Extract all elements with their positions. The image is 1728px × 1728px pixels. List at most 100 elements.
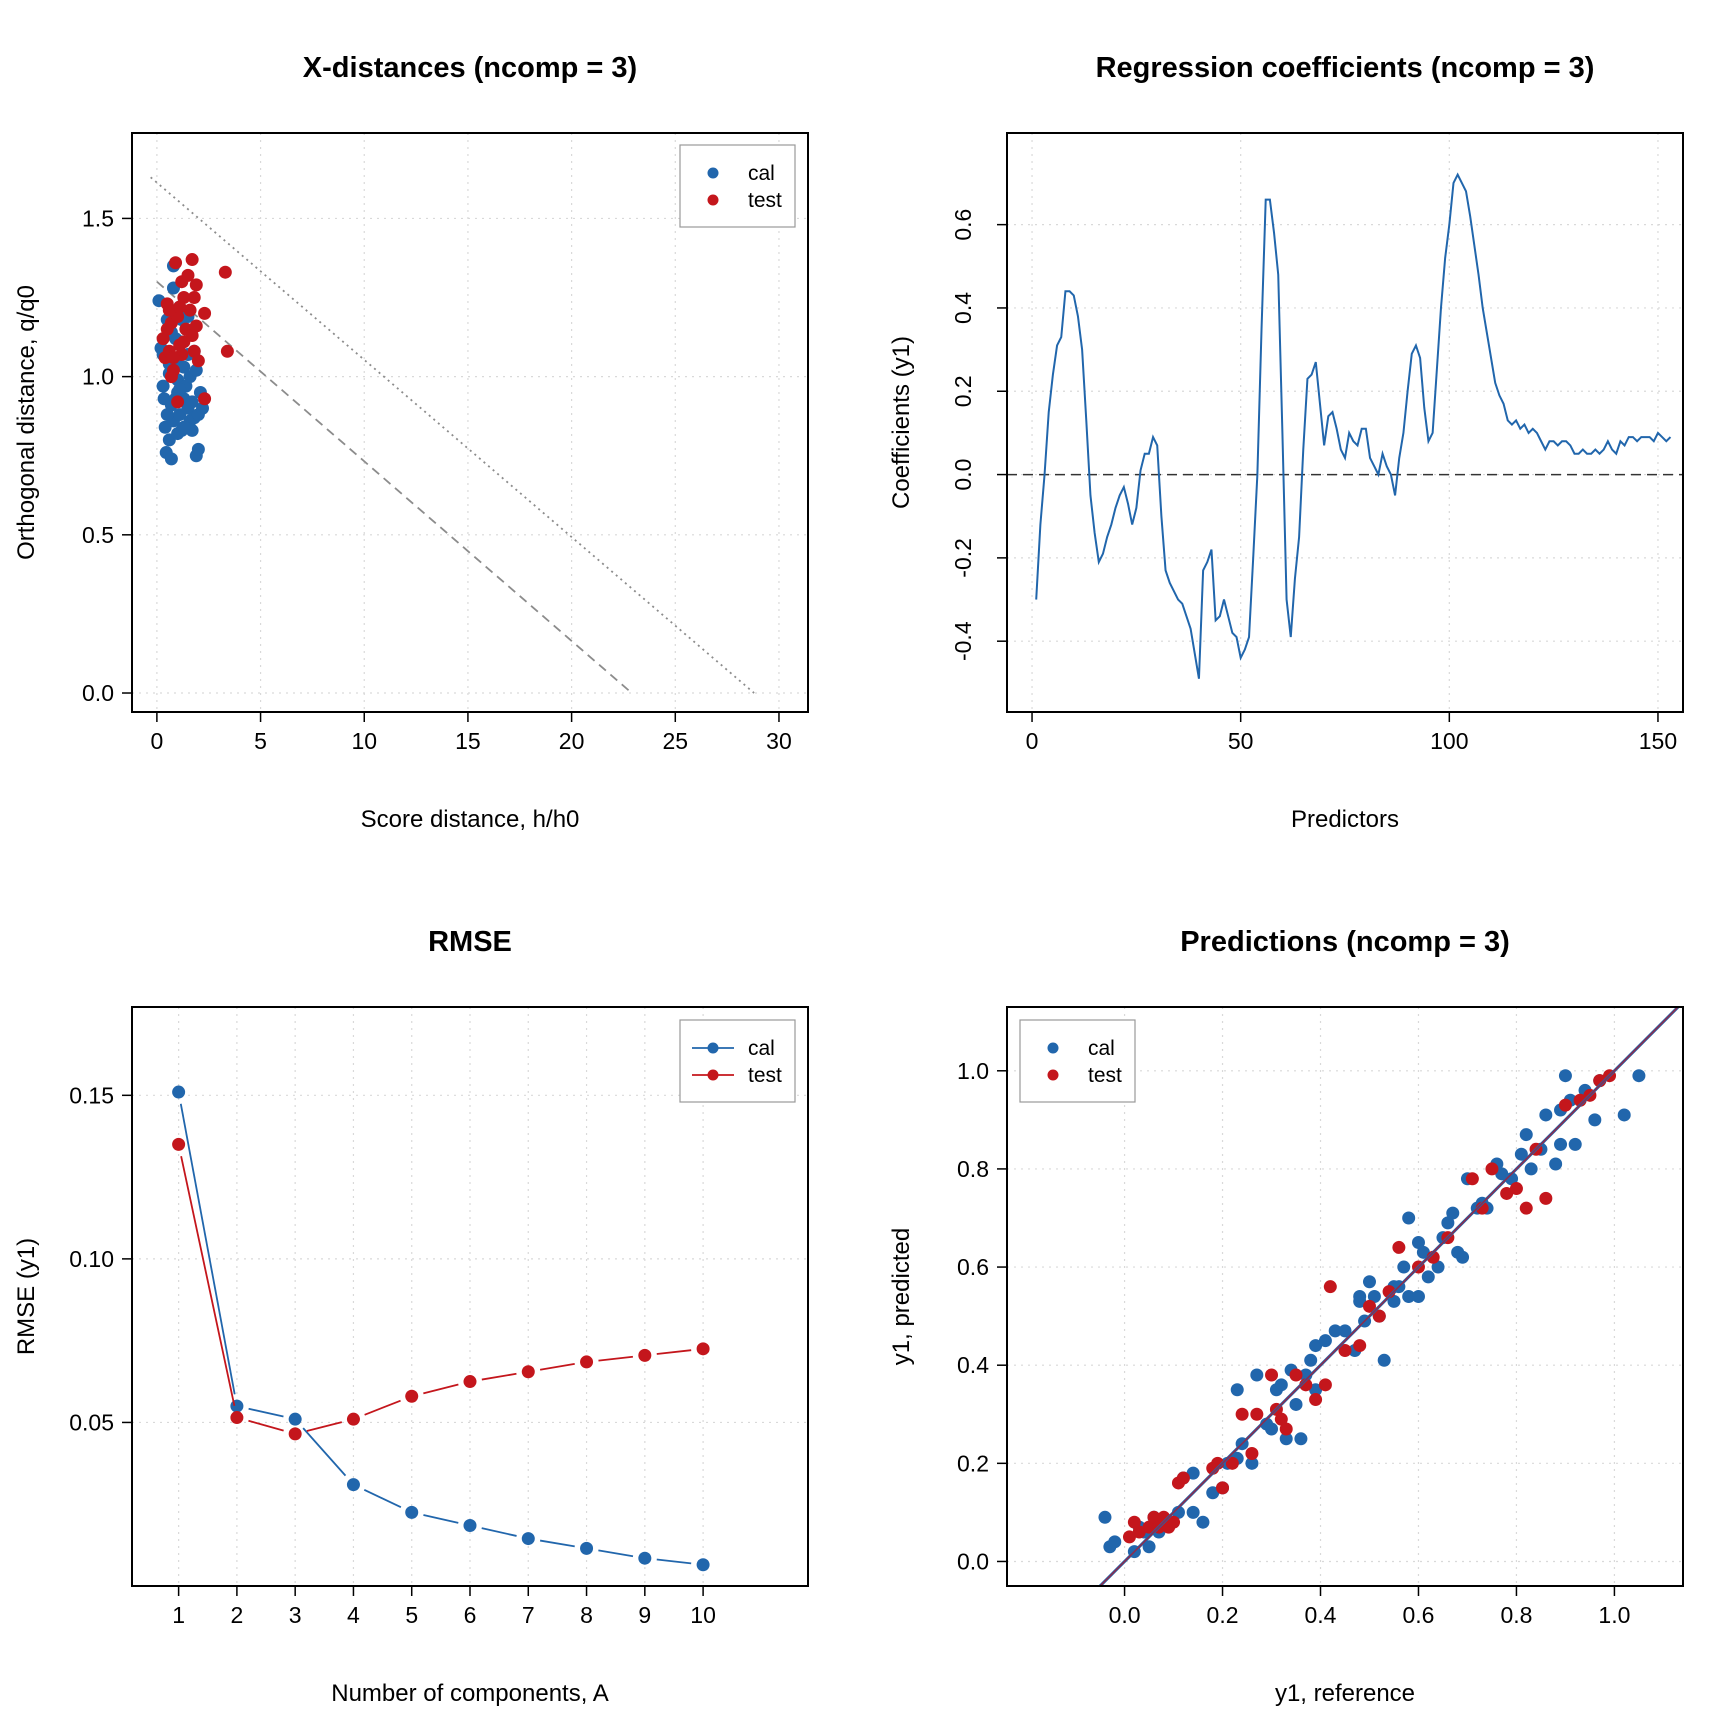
y-tick-label: -0.2 — [950, 538, 976, 578]
y-tick-label: 0.10 — [69, 1246, 114, 1272]
rmse-point-test — [638, 1348, 652, 1362]
y-tick-label: 0.4 — [957, 1352, 989, 1378]
y-tick-label: 0.6 — [957, 1254, 989, 1280]
point-test — [1147, 1510, 1161, 1524]
x-tick-label: 15 — [455, 728, 481, 754]
y-tick-label: 0.0 — [957, 1548, 989, 1574]
point-test — [1465, 1172, 1479, 1186]
point-test — [169, 256, 183, 270]
y-tick-label: -0.4 — [950, 621, 976, 661]
plot-frame — [131, 132, 809, 713]
x-tick-label: 0.8 — [1500, 1602, 1532, 1628]
point-test — [198, 306, 212, 320]
chart-title: X-distances (ncomp = 3) — [303, 52, 637, 84]
point-cal — [1108, 1535, 1122, 1549]
x-tick-label: 0.2 — [1207, 1602, 1239, 1628]
rmse-point-test — [346, 1412, 360, 1426]
point-test — [1485, 1162, 1499, 1176]
point-cal — [191, 442, 205, 456]
x-tick-label: 50 — [1228, 728, 1254, 754]
x-tick-label: 2 — [230, 1602, 243, 1628]
rmse-point-cal — [230, 1399, 244, 1413]
point-test — [189, 278, 203, 292]
point-cal — [164, 452, 178, 466]
point-test — [1539, 1191, 1553, 1205]
rmse-line-test — [656, 1349, 692, 1355]
x-tick-label: 10 — [690, 1602, 716, 1628]
x-tick-label: 1.0 — [1598, 1602, 1630, 1628]
rmse-line-cal — [481, 1527, 517, 1537]
point-cal — [1304, 1353, 1318, 1367]
legend-marker-cal — [707, 167, 719, 179]
chart-title: Regression coefficients (ncomp = 3) — [1096, 52, 1595, 84]
point-test — [1353, 1339, 1367, 1353]
y-axis-label: y1, predicted — [888, 1228, 915, 1365]
point-cal — [1289, 1397, 1303, 1411]
plot-frame — [1006, 1006, 1684, 1587]
y-tick-label: 0.5 — [82, 522, 114, 548]
rmse-line-cal — [539, 1539, 575, 1548]
limit-line-dashed — [156, 281, 633, 694]
rmse-point-cal — [346, 1478, 360, 1492]
point-test — [160, 322, 174, 336]
point-cal — [1196, 1515, 1210, 1529]
point-cal — [1387, 1294, 1401, 1308]
y-tick-label: 0.0 — [950, 459, 976, 491]
rmse-line-test — [539, 1363, 575, 1371]
y-tick-label: 0.6 — [950, 209, 976, 241]
y-tick-label: 0.2 — [957, 1450, 989, 1476]
legend-label-cal: cal — [1088, 1037, 1115, 1060]
limit-line-dotted — [150, 176, 755, 694]
rmse-line-test — [364, 1399, 401, 1416]
rmse-line-cal — [179, 1103, 236, 1395]
rmse-point-cal — [172, 1085, 186, 1099]
point-test — [220, 344, 234, 358]
x-tick-label: 5 — [405, 1602, 418, 1628]
y-tick-label: 0.05 — [69, 1409, 114, 1435]
x-tick-label: 150 — [1639, 728, 1677, 754]
x-tick-label: 0.6 — [1402, 1602, 1434, 1628]
rmse-line-test — [423, 1383, 459, 1395]
legend-marker-test — [707, 1069, 719, 1081]
point-test — [1289, 1368, 1303, 1382]
fit-line-test — [1098, 1007, 1680, 1586]
legend-box — [1019, 1019, 1136, 1103]
point-cal — [1539, 1108, 1553, 1122]
point-cal — [1245, 1456, 1259, 1470]
rmse-point-test — [463, 1375, 477, 1389]
point-cal — [1558, 1069, 1572, 1083]
legend-label-test: test — [748, 1064, 782, 1087]
x-tick-label: 6 — [464, 1602, 477, 1628]
rmse-point-cal — [463, 1518, 477, 1532]
point-test — [1558, 1098, 1572, 1112]
rmse-point-test — [230, 1411, 244, 1425]
y-tick-label: 1.0 — [957, 1058, 989, 1084]
rmse-point-test — [696, 1342, 710, 1356]
point-test — [1392, 1240, 1406, 1254]
point-cal — [1402, 1211, 1416, 1225]
point-test — [1274, 1412, 1288, 1426]
rmse-point-test — [580, 1355, 594, 1369]
x-tick-label: 4 — [347, 1602, 360, 1628]
point-cal — [1402, 1290, 1416, 1303]
x-tick-label: 30 — [766, 728, 792, 754]
rmse-point-cal — [288, 1412, 302, 1426]
x-tick-label: 0.4 — [1305, 1602, 1337, 1628]
coefficient-line — [1035, 172, 1672, 679]
rmse-line-cal — [423, 1514, 459, 1524]
point-test — [1338, 1343, 1352, 1357]
x-tick-label: 0 — [1026, 728, 1039, 754]
point-test — [1250, 1407, 1264, 1421]
point-cal — [1456, 1250, 1470, 1264]
point-test — [1176, 1471, 1190, 1485]
point-cal — [1519, 1128, 1533, 1142]
chart-title: Predictions (ncomp = 3) — [1180, 926, 1510, 958]
point-test — [181, 268, 195, 282]
point-test — [162, 303, 176, 317]
rmse-point-test — [288, 1427, 302, 1441]
y-tick-label: 0.0 — [82, 680, 114, 706]
y-tick-label: 0.15 — [69, 1082, 114, 1108]
point-cal — [1186, 1505, 1200, 1519]
x-axis-label: Predictors — [1291, 806, 1399, 833]
